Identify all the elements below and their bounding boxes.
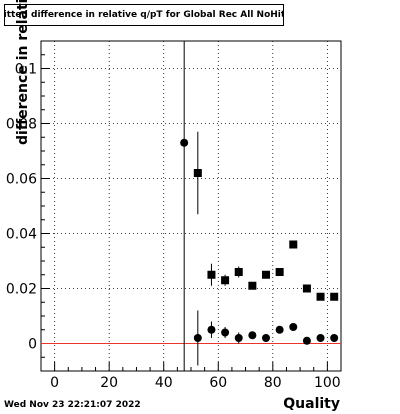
data-point-circle [193, 334, 202, 342]
data-point-circle [316, 334, 325, 342]
chart-title: Fitted difference in relative q/pT for G… [4, 4, 284, 26]
x-axis-label: Quality [283, 396, 340, 412]
y-tick-label: 0.02 [6, 282, 37, 298]
data-point-circle [248, 331, 257, 340]
y-tick-label: 0.08 [6, 117, 37, 133]
data-point-square [316, 292, 325, 301]
data-point-square [330, 292, 339, 301]
data-point-square [289, 240, 298, 249]
data-point-square [221, 276, 230, 285]
plot-frame [40, 40, 342, 372]
x-tick-label: 80 [264, 375, 282, 391]
y-tick-label: 0.04 [6, 227, 37, 243]
grid-lines [41, 41, 341, 371]
data-point-circle [289, 323, 298, 331]
data-point-circle [207, 325, 216, 334]
chart-marks [41, 41, 341, 371]
x-tick-label: 40 [155, 375, 173, 391]
data-point-square [193, 169, 202, 177]
y-axis-label: difference in relative q/pT [15, 0, 31, 145]
data-point-square [262, 270, 270, 279]
data-point-circle [275, 325, 284, 334]
timestamp: Wed Nov 23 22:21:07 2022 [4, 400, 141, 410]
data-point-square [207, 270, 216, 279]
data-point-circle [221, 328, 230, 337]
data-point-circle [302, 336, 311, 345]
data-point-square [302, 284, 311, 293]
data-point-circle [330, 334, 339, 342]
y-tick-label: 0.06 [6, 172, 37, 188]
data-point-square [248, 281, 257, 290]
x-tick-label: 20 [100, 375, 118, 391]
data-point-square [275, 268, 284, 276]
x-tick-label: 100 [314, 375, 341, 391]
data-point-square [234, 268, 243, 276]
axes: 0 20 40 60 80 100 0 0.02 0.04 0.06 0.08 0.1 [6, 40, 342, 391]
x-tick-label: 0 [50, 375, 59, 391]
data-point-circle [234, 334, 243, 342]
data-point-circle [180, 138, 189, 147]
x-tick-label: 60 [209, 375, 227, 391]
y-tick-label: 0.1 [15, 62, 37, 78]
data-point-circle [262, 334, 270, 342]
y-tick-label: 0 [28, 337, 37, 353]
